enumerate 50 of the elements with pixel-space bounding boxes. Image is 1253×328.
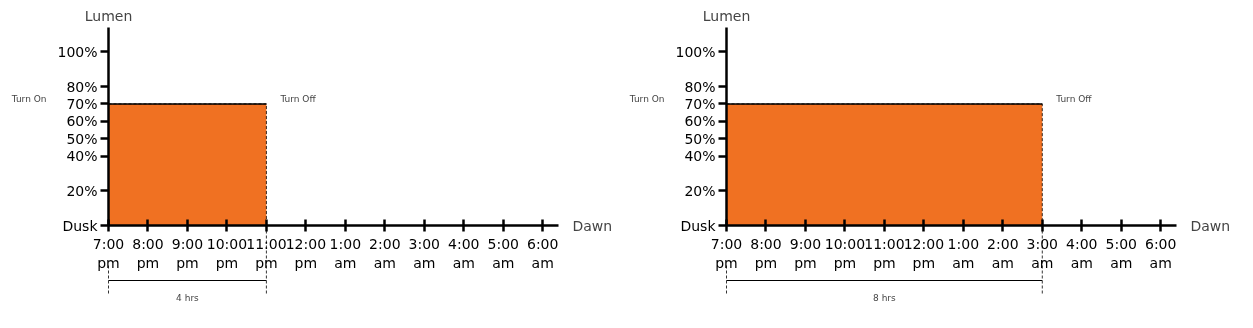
x-tick-label: 9:00 pm — [789, 235, 822, 271]
x-tick-label: 2:00 am — [369, 235, 401, 271]
x-tick-label: 6:00 am — [1144, 235, 1177, 271]
x-axis-title: Dawn — [572, 217, 613, 234]
x-tick-label: 10:00 pm — [824, 235, 866, 271]
y-tick-label: Dusk — [680, 217, 717, 234]
annotation: Turn Off — [279, 93, 317, 104]
y-tick-label: 40% — [66, 148, 98, 165]
x-tick-label: 11:00 pm — [246, 235, 287, 271]
x-tick-label: 10:00 pm — [206, 235, 248, 271]
x-tick-label: 4:00 am — [448, 235, 480, 271]
text: 8 hrs — [873, 292, 897, 303]
x-tick-label: 2:00 am — [987, 235, 1019, 271]
y-tick-label: Dusk — [62, 217, 99, 234]
x-tick-label: 12:00 pm — [285, 235, 327, 271]
x-tick-label: 7:00 pm — [710, 235, 743, 271]
x-tick-label: 11:00 pm — [864, 235, 905, 271]
x-tick-label: 5:00 am — [1105, 235, 1137, 271]
x-tick-label: 3:00 am — [408, 235, 441, 271]
y-tick-label: 60% — [684, 113, 716, 130]
x-tick-label: 7:00 pm — [92, 235, 125, 271]
y-axis-title: Lumen — [84, 7, 133, 24]
y-tick-label: 40% — [684, 148, 716, 165]
x-axis-title: Dawn — [1190, 217, 1231, 234]
y-tick-label: 70% — [66, 95, 98, 112]
y-tick-label: 50% — [684, 130, 716, 147]
text: 4 hrs — [176, 292, 200, 303]
y-tick-label: 80% — [66, 78, 98, 95]
x-tick-label: 6:00 am — [526, 235, 559, 271]
y-tick-label: 100% — [57, 43, 98, 60]
x-tick-label: 1:00 am — [329, 235, 362, 271]
x-tick-label: 3:00 am — [1026, 235, 1059, 271]
text: Turn On — [10, 93, 47, 104]
y-tick-label: 80% — [684, 78, 716, 95]
y-tick-label: 20% — [66, 182, 98, 199]
x-tick-label: 4:00 am — [1066, 235, 1098, 271]
x-tick-label: 12:00 pm — [903, 235, 945, 271]
y-tick-label: 50% — [66, 130, 98, 147]
x-tick-label: 9:00 pm — [171, 235, 204, 271]
x-tick-label: 5:00 am — [487, 235, 519, 271]
x-tick-label: 1:00 am — [947, 235, 980, 271]
y-tick-label: 100% — [675, 43, 716, 60]
y-tick-label: 20% — [684, 182, 716, 199]
y-axis-title: Lumen — [702, 7, 751, 24]
y-tick-label: 70% — [684, 95, 716, 112]
x-tick-label: 8:00 pm — [132, 235, 164, 271]
y-tick-label: 60% — [66, 113, 98, 130]
text: Turn On — [628, 93, 665, 104]
x-tick-label: 8:00 pm — [750, 235, 782, 271]
annotation: Turn Off — [1055, 93, 1093, 104]
